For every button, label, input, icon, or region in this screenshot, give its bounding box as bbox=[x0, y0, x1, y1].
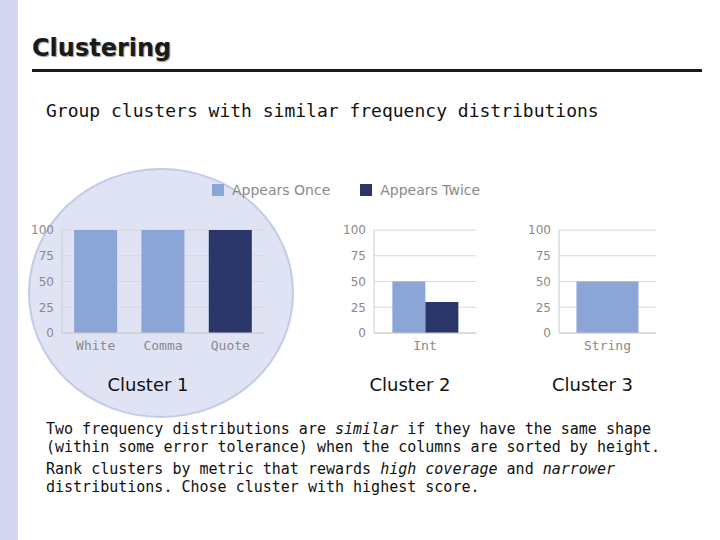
svg-text:25: 25 bbox=[351, 301, 366, 315]
html-text:Clustering: Clustering bbox=[32, 34, 172, 62]
svg-text:Quote: Quote bbox=[211, 338, 250, 353]
html-text:Appears Once: Appears Once bbox=[232, 182, 331, 198]
svg-text:0: 0 bbox=[46, 326, 54, 340]
svg-text:75: 75 bbox=[536, 249, 551, 263]
html-text:Appears Twice: Appears Twice bbox=[380, 182, 481, 198]
html-text:Group clusters with similar fr: Group clusters with similar frequency di… bbox=[46, 100, 599, 121]
svg-text:White: White bbox=[76, 338, 115, 353]
html-text:Rank clusters by metric that r: Rank clusters by metric that rewards hig… bbox=[46, 460, 615, 478]
html-text:Cluster 3: Cluster 3 bbox=[552, 374, 633, 395]
svg-text:75: 75 bbox=[39, 249, 54, 263]
svg-text:25: 25 bbox=[536, 301, 551, 315]
svg-text:50: 50 bbox=[536, 275, 551, 289]
svg-text:100: 100 bbox=[343, 223, 366, 237]
svg-text:25: 25 bbox=[39, 301, 54, 315]
svg-text:0: 0 bbox=[358, 326, 366, 340]
svg-text:Comma: Comma bbox=[143, 338, 182, 353]
html-text:Two frequency distributions ar: Two frequency distributions are similar … bbox=[46, 420, 661, 456]
svg-text:50: 50 bbox=[351, 275, 366, 289]
svg-text:100: 100 bbox=[528, 223, 551, 237]
svg-text:0: 0 bbox=[543, 326, 551, 340]
svg-text:String: String bbox=[584, 338, 631, 353]
html-text:Cluster 2: Cluster 2 bbox=[369, 374, 451, 395]
svg-text:100: 100 bbox=[31, 223, 54, 237]
svg-text:50: 50 bbox=[39, 275, 54, 289]
html-text:Cluster 1: Cluster 1 bbox=[107, 374, 189, 395]
svg-text:75: 75 bbox=[351, 249, 366, 263]
html-text:distributions. Chose cluster w: distributions. Chose cluster with highes… bbox=[46, 478, 480, 496]
svg-text:Int: Int bbox=[413, 338, 436, 353]
